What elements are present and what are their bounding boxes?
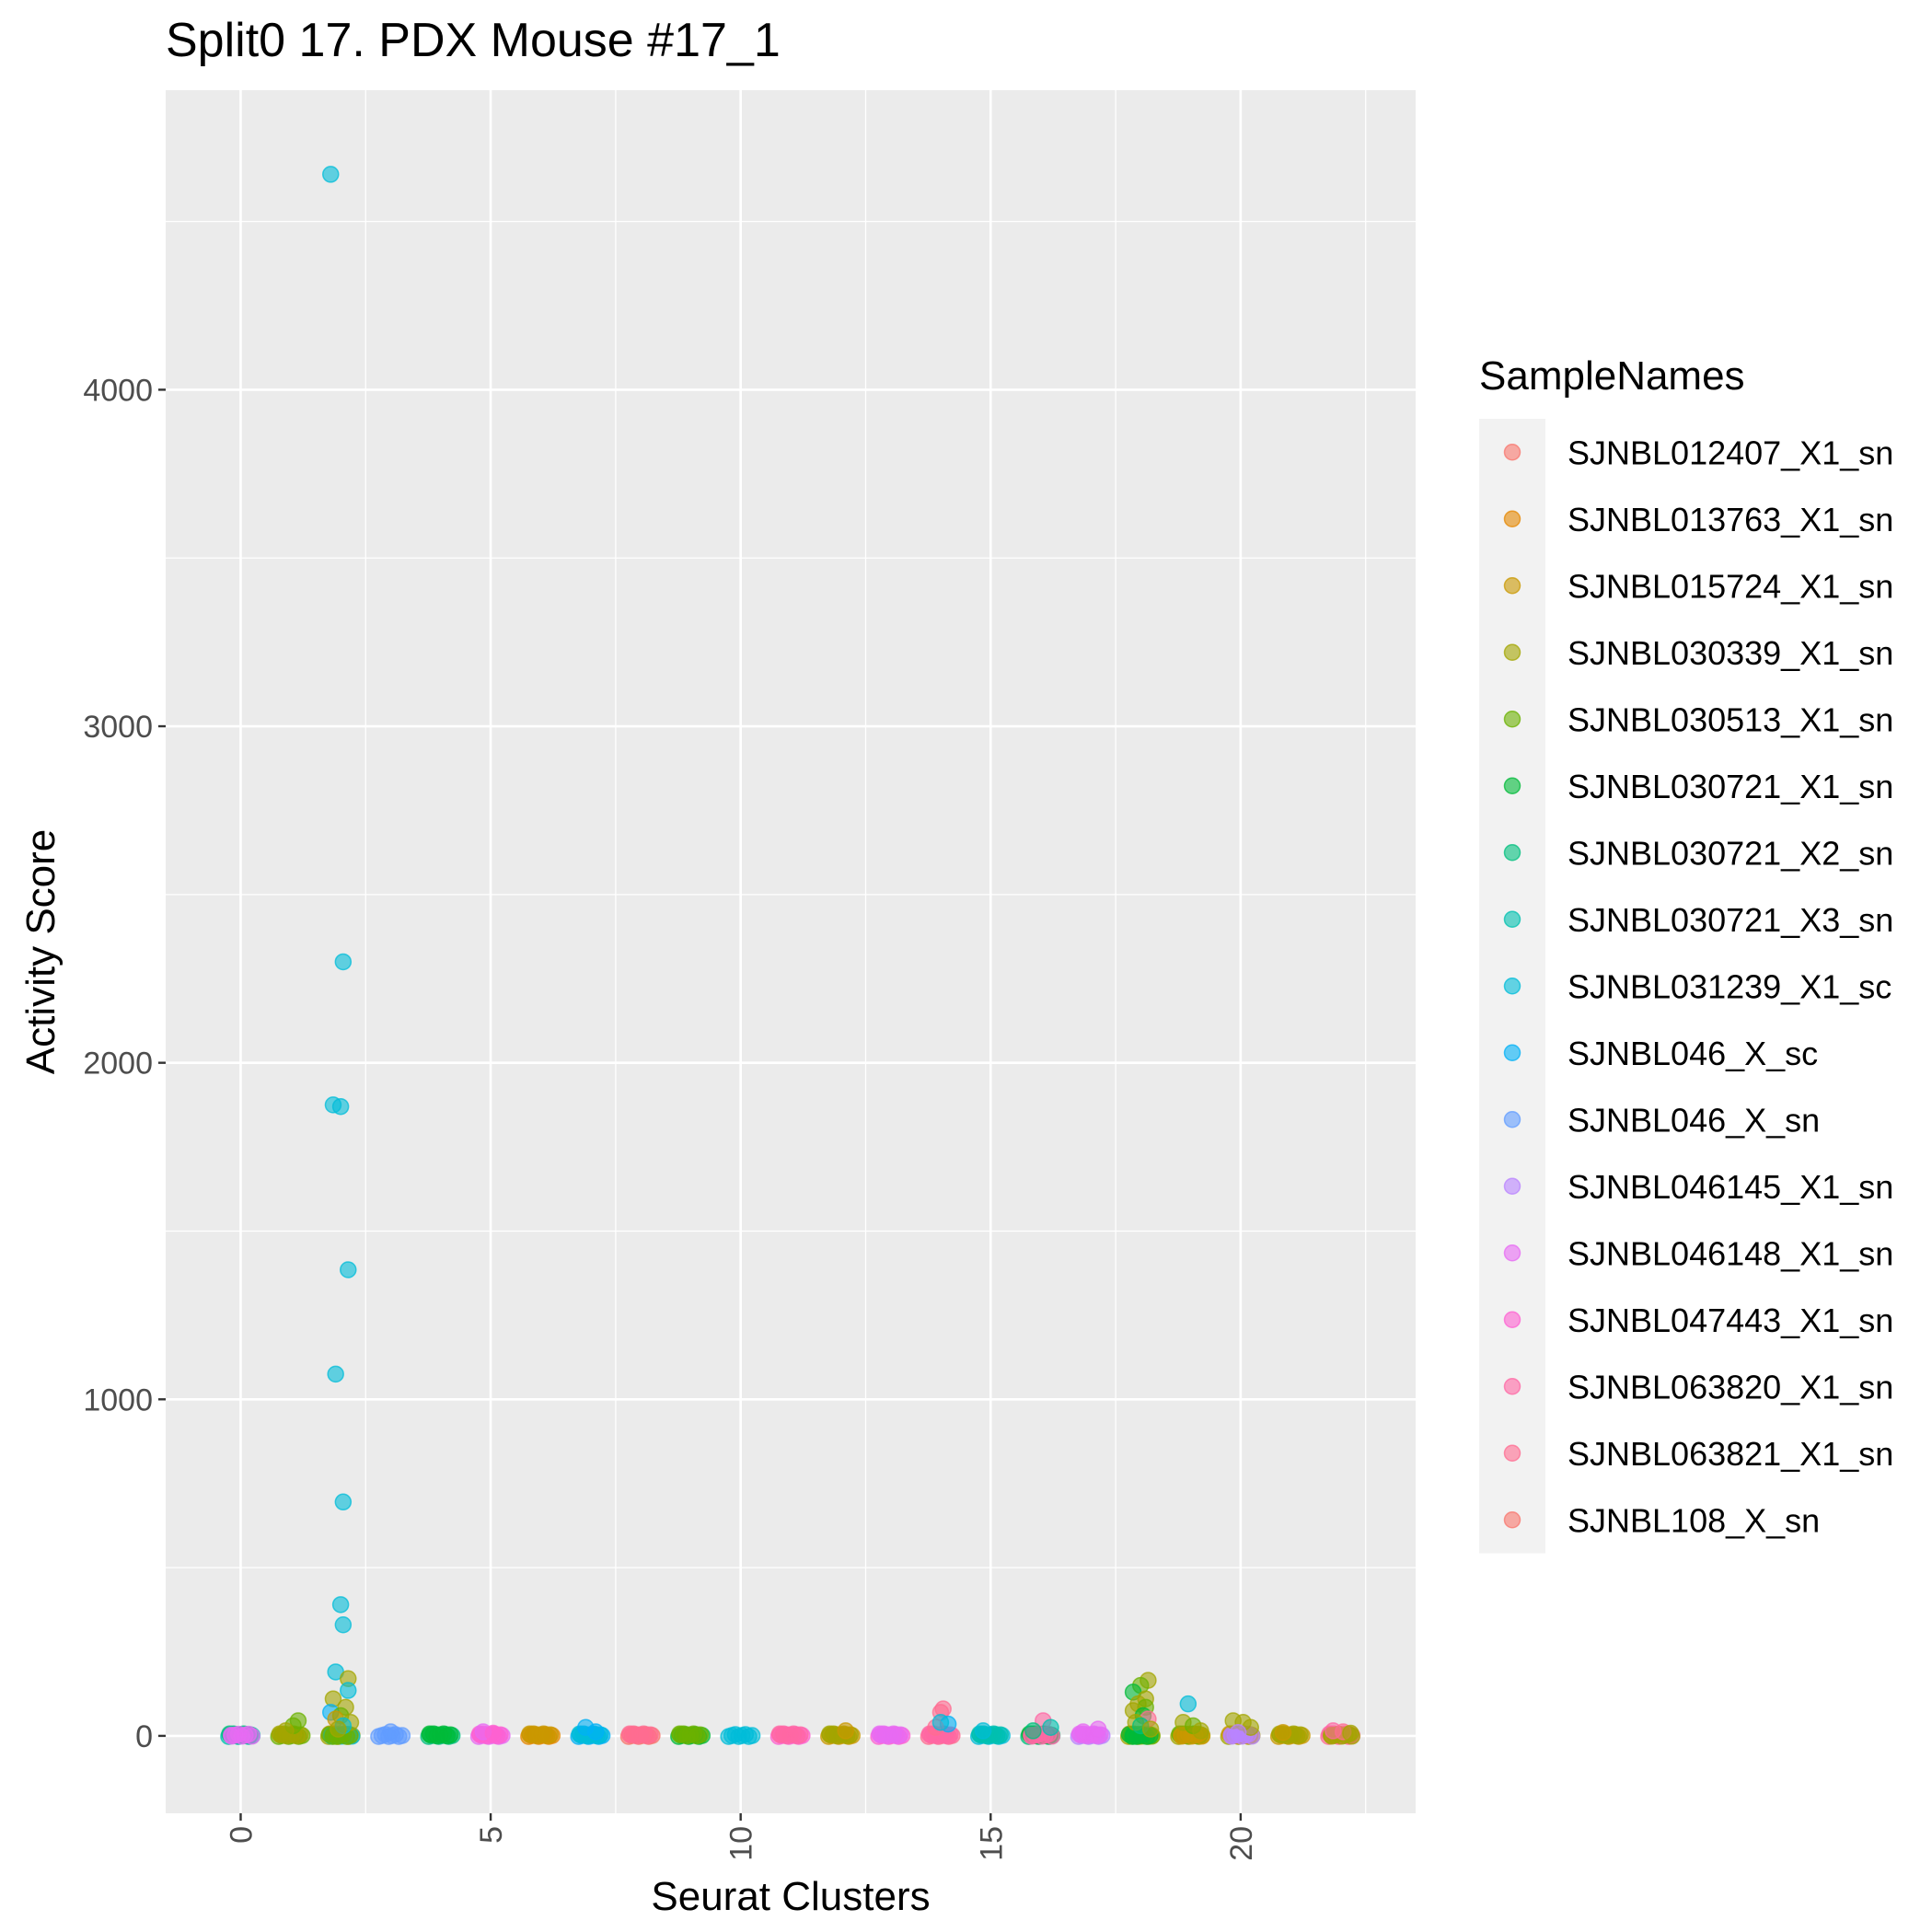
x-tick-label: 10: [724, 1826, 759, 1861]
legend-label: SJNBL013763_X1_sn: [1568, 501, 1893, 538]
legend-key: [1503, 1511, 1521, 1529]
data-point: [671, 1725, 688, 1742]
data-point: [484, 1724, 503, 1742]
y-tick-label: 3000: [83, 710, 153, 745]
x-axis-title: Seurat Clusters: [651, 1874, 930, 1919]
legend-key: [1503, 1244, 1521, 1262]
y-tick-label: 4000: [83, 373, 153, 408]
data-point: [331, 1596, 350, 1614]
data-point: [340, 1682, 357, 1699]
data-point: [421, 1725, 439, 1742]
data-point: [1274, 1724, 1292, 1741]
legend-title: SampleNames: [1479, 353, 1745, 399]
legend-key: [1503, 844, 1521, 862]
legend-label: SJNBL030339_X1_sn: [1568, 634, 1893, 672]
data-point: [382, 1723, 399, 1741]
legend-label: SJNBL012407_X1_sn: [1568, 434, 1893, 471]
data-point: [340, 1261, 357, 1278]
y-tick-label: 1000: [83, 1382, 153, 1417]
legend-key: [1503, 910, 1521, 928]
data-point: [1042, 1718, 1059, 1737]
data-point: [586, 1723, 605, 1741]
data-points: [220, 166, 1361, 1745]
data-point: [541, 1726, 560, 1744]
x-tick-label: 20: [1224, 1826, 1259, 1861]
legend-key: [1503, 1044, 1521, 1061]
legend-key: [1503, 1378, 1521, 1395]
data-point: [1089, 1720, 1107, 1738]
data-point: [837, 1722, 855, 1740]
y-axis-title: Activity Score: [18, 829, 64, 1075]
data-point: [330, 1720, 347, 1738]
data-point: [1342, 1724, 1359, 1742]
legend-label: SJNBL030721_X2_sn: [1568, 834, 1893, 872]
data-point: [871, 1725, 888, 1742]
data-point: [1179, 1695, 1197, 1713]
legend-key: [1503, 777, 1521, 794]
legend-label: SJNBL015724_X1_sn: [1568, 567, 1893, 605]
data-point: [891, 1726, 909, 1744]
y-tick-label: 2000: [83, 1047, 153, 1082]
data-point: [1074, 1723, 1093, 1741]
data-point: [1229, 1724, 1247, 1741]
data-point: [1291, 1726, 1309, 1744]
legend-key: [1503, 643, 1521, 661]
legend-key: [1503, 978, 1521, 995]
legend-key: [1503, 1111, 1521, 1128]
data-point: [277, 1722, 295, 1740]
data-point: [691, 1726, 710, 1744]
legend-key: [1503, 711, 1521, 728]
legend-label: SJNBL046_X_sc: [1568, 1035, 1818, 1072]
legend-label: SJNBL046145_X1_sn: [1568, 1168, 1893, 1206]
data-point: [441, 1726, 459, 1744]
legend-label: SJNBL108_X_sn: [1568, 1501, 1820, 1539]
legend-label: SJNBL030721_X3_sn: [1568, 901, 1893, 939]
legend-key: [1503, 444, 1521, 461]
legend-key: [1503, 1177, 1521, 1195]
data-point: [931, 1714, 950, 1731]
x-tick-label: 5: [474, 1826, 509, 1844]
legend-key: [1503, 1444, 1521, 1462]
data-point: [1024, 1722, 1042, 1740]
y-axis: 0 1000 2000 3000 4000: [83, 373, 166, 1754]
x-tick-label: 15: [974, 1826, 1009, 1861]
data-point: [620, 1725, 639, 1742]
legend-label: SJNBL063821_X1_sn: [1568, 1435, 1893, 1473]
chart-title: Split0 17. PDX Mouse #17_1: [166, 14, 781, 67]
legend-label: SJNBL063820_X1_sn: [1568, 1368, 1893, 1406]
legend-label: SJNBL030721_X1_sn: [1568, 768, 1893, 805]
legend-label: SJNBL031239_X1_sc: [1568, 967, 1892, 1005]
y-tick-label: 0: [135, 1719, 153, 1754]
legend-label: SJNBL046148_X1_sn: [1568, 1234, 1893, 1272]
data-point: [334, 1493, 353, 1511]
data-point: [334, 953, 353, 971]
data-point: [222, 1726, 240, 1744]
legend-label: SJNBL047443_X1_sn: [1568, 1301, 1893, 1339]
data-point: [743, 1727, 761, 1744]
data-point: [642, 1726, 659, 1744]
legend-label: SJNBL046_X_sn: [1568, 1101, 1820, 1139]
data-point: [331, 1097, 350, 1116]
x-axis: 0 5 10 15 20: [224, 1813, 1259, 1861]
legend-key: [1503, 1311, 1521, 1328]
data-point: [243, 1728, 260, 1745]
data-point: [974, 1722, 992, 1740]
data-point: [991, 1726, 1010, 1744]
data-point: [1141, 1720, 1160, 1738]
data-point: [327, 1365, 344, 1383]
legend: SampleNames SJNBL012407_X1_sn SJNBL013763…: [1479, 353, 1893, 1554]
plot-panel: [166, 90, 1416, 1813]
data-point: [821, 1725, 839, 1742]
data-point: [792, 1726, 809, 1744]
legend-label: SJNBL030513_X1_sn: [1568, 700, 1893, 738]
data-point: [770, 1725, 789, 1742]
legend-key: [1503, 510, 1521, 527]
x-tick-label: 0: [224, 1826, 259, 1844]
data-point: [322, 166, 340, 183]
data-point: [521, 1725, 538, 1742]
data-point: [1192, 1722, 1209, 1740]
legend-key: [1503, 577, 1521, 595]
data-point: [334, 1616, 353, 1634]
